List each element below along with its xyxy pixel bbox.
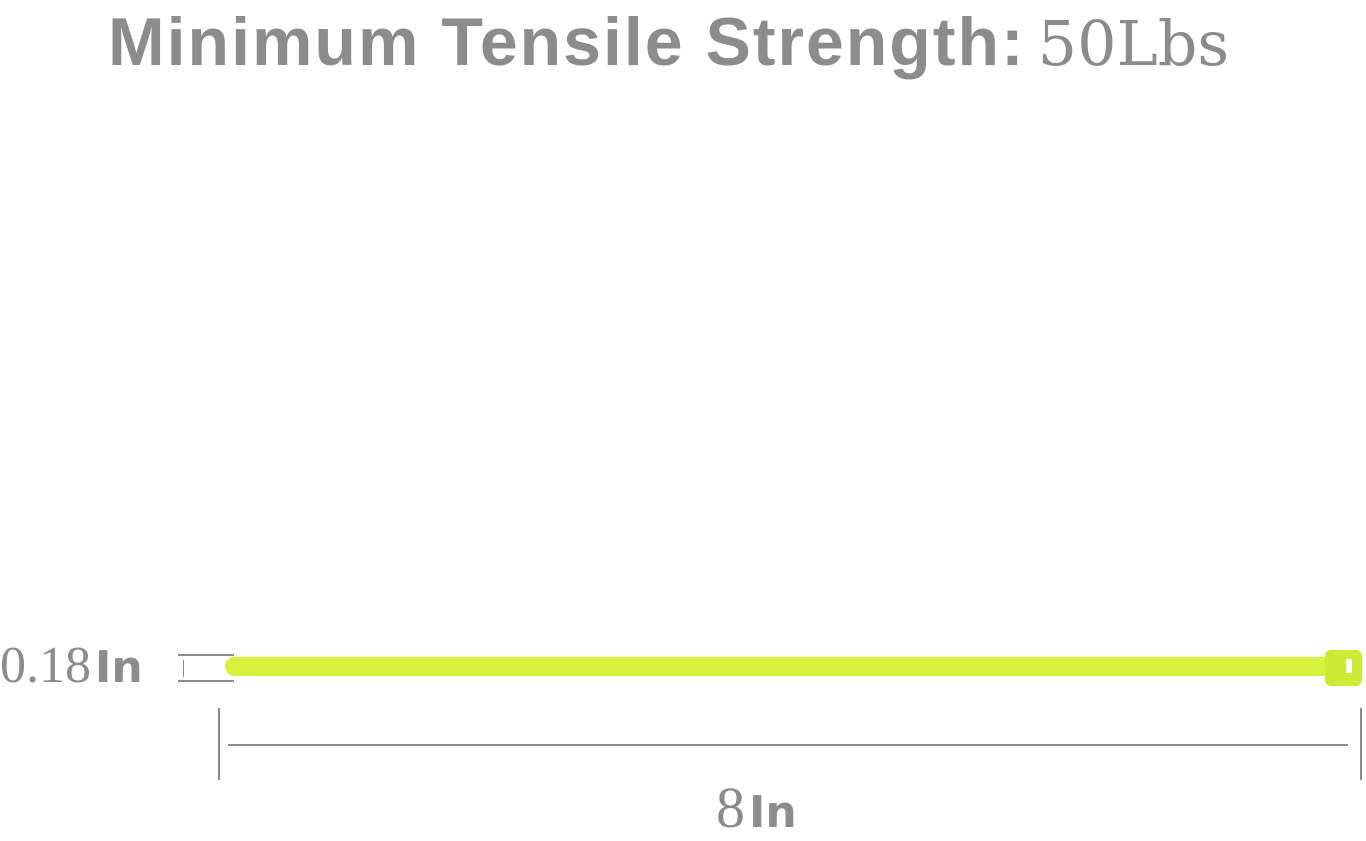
cable-tie-head	[1325, 650, 1362, 686]
page-title: Minimum Tensile Strength: 50Lbs	[108, 2, 1229, 101]
width-label: 0.18 In	[0, 636, 143, 695]
length-unit: In	[749, 787, 797, 838]
length-label: 8 In	[716, 774, 797, 841]
title-label: Minimum Tensile Strength:	[108, 4, 1026, 80]
cable-tie-strap	[225, 657, 1335, 676]
width-unit: In	[95, 642, 143, 693]
title-value: 50Lbs	[1037, 7, 1230, 80]
width-value: 0.18	[0, 637, 91, 694]
length-value: 8	[716, 775, 745, 840]
